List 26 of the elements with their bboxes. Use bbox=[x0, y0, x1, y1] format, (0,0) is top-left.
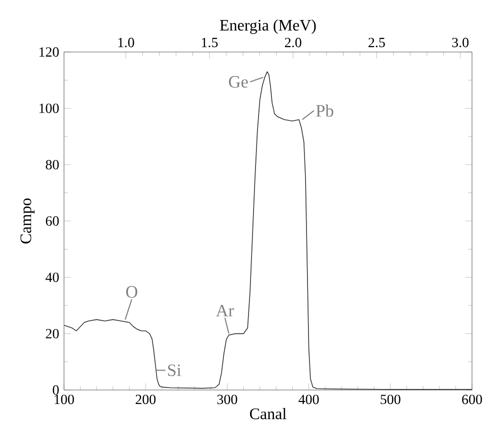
x2-tick-label: 1.0 bbox=[118, 38, 134, 48]
x-tick-label: 100 bbox=[54, 394, 74, 404]
y-tick-label: 100 bbox=[40, 104, 59, 114]
x-tick-label: 300 bbox=[217, 394, 238, 404]
y-axis-title: Campo bbox=[20, 198, 34, 244]
x-tick-label: 200 bbox=[136, 394, 156, 404]
x-axis-title: Canal bbox=[250, 408, 286, 420]
annotation: Si bbox=[168, 364, 182, 376]
y-tick-label: 120 bbox=[40, 47, 59, 57]
y-tick-label: 40 bbox=[46, 272, 59, 282]
y-tick-label: 60 bbox=[46, 216, 59, 226]
x2-axis-title: Energia (MeV) bbox=[220, 19, 316, 34]
x2-tick-label: 3.0 bbox=[452, 38, 469, 48]
y-tick-label: 20 bbox=[46, 328, 59, 338]
y-tick-label: 80 bbox=[46, 160, 59, 170]
annotation: Pb bbox=[316, 104, 334, 117]
x-tick-label: 400 bbox=[298, 394, 319, 404]
x2-tick-label: 2.5 bbox=[368, 38, 385, 48]
annotation: O bbox=[126, 286, 138, 298]
x-tick-label: 600 bbox=[462, 394, 482, 404]
x2-tick-label: 1.5 bbox=[202, 38, 218, 48]
y-tick-label: 0 bbox=[52, 385, 59, 395]
annotation: Ge bbox=[228, 76, 248, 88]
x2-tick-label: 2.0 bbox=[284, 38, 302, 48]
annotation: Ar bbox=[216, 304, 234, 316]
x-tick-label: 500 bbox=[380, 394, 400, 404]
